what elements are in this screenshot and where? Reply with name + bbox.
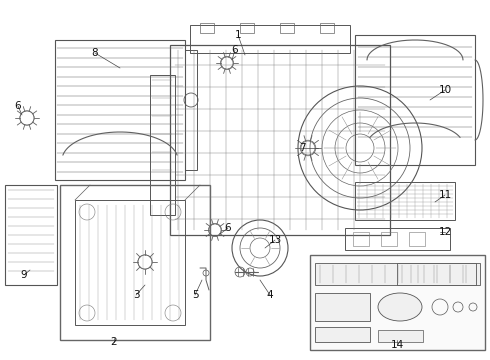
Bar <box>320 23 334 33</box>
Bar <box>55 40 185 180</box>
Ellipse shape <box>378 293 422 321</box>
Text: 4: 4 <box>267 290 273 300</box>
Text: 9: 9 <box>21 270 27 280</box>
Bar <box>75 200 185 325</box>
Bar <box>345 228 450 250</box>
Bar <box>240 23 254 33</box>
Text: 12: 12 <box>439 227 452 237</box>
Text: 13: 13 <box>269 235 282 245</box>
Text: 10: 10 <box>439 85 452 95</box>
Text: 6: 6 <box>15 101 21 111</box>
Bar <box>200 23 214 33</box>
Bar <box>190 25 350 53</box>
Bar <box>170 45 390 235</box>
Bar <box>355 182 455 220</box>
Bar <box>310 255 485 350</box>
Bar <box>353 232 369 246</box>
Bar <box>280 23 294 33</box>
Bar <box>355 35 475 165</box>
Bar <box>397 263 476 285</box>
Bar <box>315 293 370 321</box>
Bar <box>60 185 210 340</box>
Bar <box>185 50 197 170</box>
Text: 1: 1 <box>235 30 241 40</box>
Bar <box>409 232 425 246</box>
Bar <box>5 185 57 285</box>
Bar <box>378 330 423 342</box>
Bar <box>150 75 175 215</box>
Text: 2: 2 <box>111 337 117 347</box>
Text: 11: 11 <box>439 190 452 200</box>
Text: 14: 14 <box>391 340 404 350</box>
Bar <box>315 327 370 342</box>
Bar <box>381 232 397 246</box>
Text: 6: 6 <box>225 223 231 233</box>
Bar <box>315 263 480 285</box>
Text: 6: 6 <box>232 45 238 55</box>
Text: 3: 3 <box>133 290 139 300</box>
Text: 8: 8 <box>92 48 98 58</box>
Text: 7: 7 <box>299 143 305 153</box>
Text: 5: 5 <box>192 290 198 300</box>
